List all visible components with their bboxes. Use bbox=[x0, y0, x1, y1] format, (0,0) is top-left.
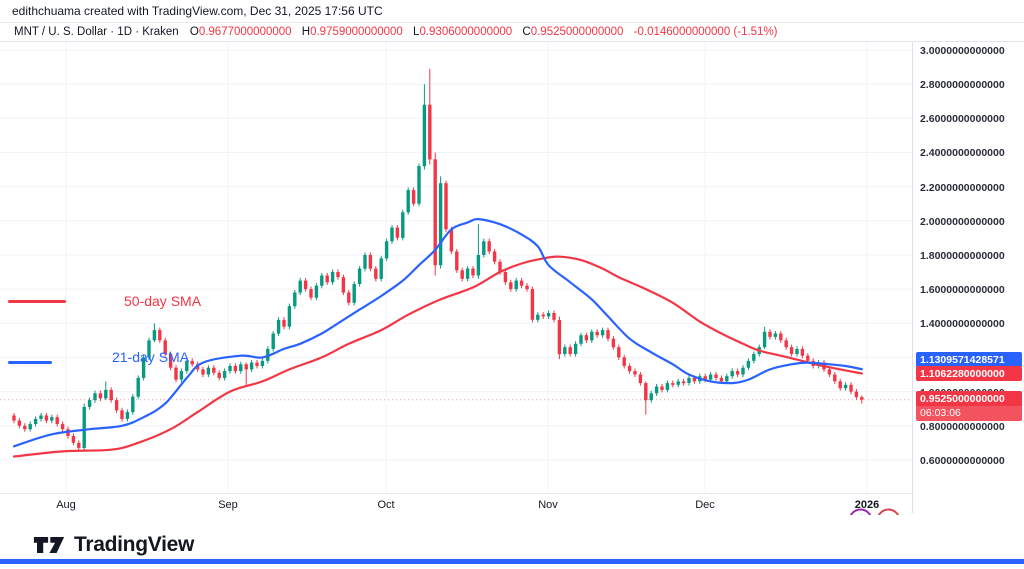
price-axis-label: 1.4000000000000 bbox=[920, 318, 1005, 331]
sma21-line[interactable] bbox=[12, 217, 863, 448]
candles bbox=[12, 68, 864, 451]
price-axis-label: 0.8000000000000 bbox=[920, 420, 1005, 433]
open-value: 0.9677000000000 bbox=[198, 26, 292, 38]
price-axis-label: 0.6000000000000 bbox=[920, 454, 1005, 467]
time-axis-label-2026: 2026 bbox=[854, 499, 880, 511]
symbol-ohlc-bar: MNT / U. S. Dollar · 1D · Kraken O0.9677… bbox=[0, 22, 1024, 42]
last-price-badge: 0.9525000000000 06:03:06 bbox=[916, 391, 1022, 421]
price-axis-label: 2.6000000000000 bbox=[920, 113, 1005, 126]
price-axis-label: 2.8000000000000 bbox=[920, 79, 1005, 92]
sma21-legend-label[interactable]: 21-day SMA bbox=[112, 349, 190, 365]
bar-divider bbox=[713, 23, 714, 41]
time-axis-label-aug: Aug bbox=[56, 499, 76, 511]
open-letter: O bbox=[189, 26, 199, 38]
high-letter: H bbox=[301, 26, 311, 38]
bar-countdown: 06:03:06 bbox=[916, 405, 1022, 421]
time-axis[interactable]: Aug Sep Oct Nov Dec 2026 bbox=[0, 493, 912, 515]
time-axis-label-oct: Oct bbox=[377, 499, 395, 511]
symbol-title[interactable]: MNT / U. S. Dollar · 1D · Kraken bbox=[14, 26, 179, 38]
tradingview-logo-mark bbox=[33, 537, 65, 553]
price-axis[interactable]: 3.0000000000000 2.8000000000000 2.60000000… bbox=[912, 42, 1024, 513]
footer: TradingView bbox=[0, 515, 1024, 564]
price-axis-label: 3.0000000000000 bbox=[920, 45, 1005, 57]
bottom-accent-bar bbox=[0, 559, 1024, 564]
time-axis-label-nov: Nov bbox=[538, 499, 558, 511]
high-value: 0.9759000000000 bbox=[310, 26, 403, 38]
price-axis-label: 2.0000000000000 bbox=[920, 215, 1005, 228]
sma21-legend-line[interactable] bbox=[8, 361, 52, 364]
close-letter: C bbox=[522, 26, 531, 38]
bar-divider bbox=[447, 23, 448, 41]
low-value: 0.9306000000000 bbox=[419, 26, 513, 38]
price-axis-label: 2.4000000000000 bbox=[920, 147, 1005, 160]
grid bbox=[0, 42, 912, 493]
price-axis-label: 1.6000000000000 bbox=[920, 284, 1005, 297]
sma50-legend-label[interactable]: 50-day SMA bbox=[124, 293, 202, 309]
time-axis-label-sep: Sep bbox=[218, 499, 238, 511]
credit-text: edithchuama created with TradingView.com… bbox=[12, 4, 383, 18]
credit-header: edithchuama created with TradingView.com… bbox=[0, 0, 1024, 22]
sma50-legend-line[interactable] bbox=[8, 300, 66, 303]
price-axis-label: 2.2000000000000 bbox=[920, 181, 1005, 194]
sma21-price-badge: 1.1309571428571 bbox=[916, 352, 1022, 367]
sma50-line[interactable] bbox=[12, 255, 863, 458]
bar-divider bbox=[230, 23, 231, 41]
tradingview-logo-text: TradingView bbox=[74, 533, 195, 556]
price-axis-label: 1.8000000000000 bbox=[920, 249, 1005, 262]
sma50-price-badge: 1.1062280000000 bbox=[916, 366, 1022, 381]
tradingview-logo[interactable]: TradingView bbox=[33, 533, 194, 557]
price-chart-svg[interactable] bbox=[0, 42, 912, 493]
change-value: -0.0146000000000 (-1.51%) bbox=[633, 26, 778, 38]
close-value: 0.9525000000000 bbox=[530, 26, 624, 38]
chart-pane[interactable]: 50-day SMA 21-day SMA bbox=[0, 42, 912, 533]
time-axis-label-dec: Dec bbox=[695, 499, 715, 511]
low-letter: L bbox=[413, 26, 420, 38]
last-price-value: 0.9525000000000 bbox=[920, 392, 1005, 405]
